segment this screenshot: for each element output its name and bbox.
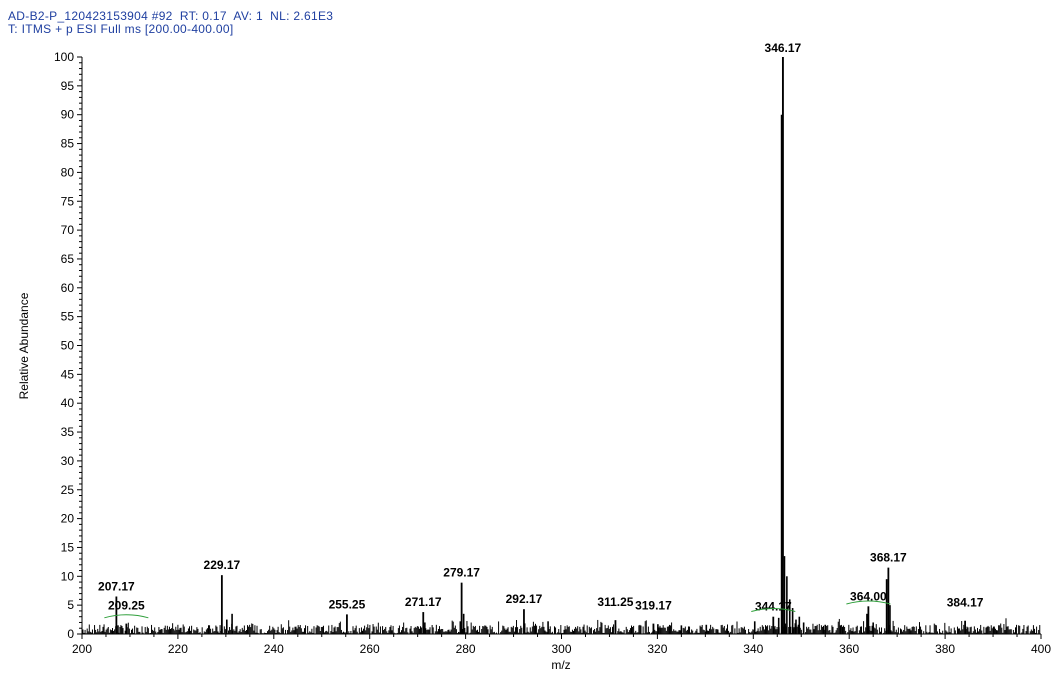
label-callout-arc (846, 600, 891, 605)
peak-bars (115, 57, 995, 634)
peak-label: 279.17 (443, 566, 480, 580)
peak-label: 311.25 (597, 595, 633, 609)
y-axis-label: Relative Abundance (17, 292, 31, 399)
y-tick-label: 5 (67, 598, 74, 612)
tick-labels: 0 5 10 15 20 25 30 35 40 45 50 55 60 65 70 75 80 85 90 95 10… (54, 50, 1051, 656)
peak-label: 292.17 (506, 592, 543, 606)
y-tick-label: 60 (61, 281, 75, 295)
y-tick-label: 80 (61, 165, 75, 179)
y-tick-label: 100 (54, 50, 74, 64)
x-tick-label: 320 (647, 642, 667, 656)
peak-label: 229.17 (204, 558, 241, 572)
noise-baseline (82, 618, 1041, 634)
label-callout-arc (104, 614, 149, 619)
x-tick-label: 200 (72, 642, 92, 656)
y-tick-label: 50 (61, 339, 75, 353)
y-tick-label: 10 (61, 569, 75, 583)
peak-label: 364.00 (850, 589, 887, 603)
x-tick-label: 220 (168, 642, 188, 656)
x-tick-label: 300 (551, 642, 571, 656)
peak-label: 384.17 (947, 596, 984, 610)
y-tick-label: 30 (61, 454, 75, 468)
x-axis-label: m/z (551, 658, 570, 672)
x-tick-label: 240 (264, 642, 284, 656)
label-callout-arc (751, 607, 796, 612)
x-tick-label: 280 (456, 642, 476, 656)
y-tick-label: 35 (61, 425, 75, 439)
y-tick-label: 20 (61, 512, 75, 526)
x-tick-label: 400 (1031, 642, 1051, 656)
y-tick-label: 65 (61, 252, 75, 266)
y-tick-label: 15 (61, 540, 75, 554)
peak-label: 255.25 (329, 597, 366, 611)
y-tick-label: 75 (61, 194, 75, 208)
peak-label: 319.17 (635, 599, 672, 613)
scan-header-line2: T: ITMS + p ESI Full ms [200.00-400.00] (8, 22, 234, 36)
peak-label: 209.25 (108, 599, 145, 613)
x-tick-label: 260 (360, 642, 380, 656)
peak-label: 344.17 (755, 600, 792, 614)
y-tick-label: 85 (61, 137, 75, 151)
x-tick-label: 340 (743, 642, 763, 656)
peak-label: 368.17 (870, 551, 907, 565)
scan-header-line1: AD-B2-P_120423153904 #92 RT: 0.17 AV: 1 … (8, 9, 334, 23)
y-tick-label: 55 (61, 310, 75, 324)
y-tick-label: 95 (61, 79, 75, 93)
x-tick-label: 360 (839, 642, 859, 656)
y-tick-label: 40 (61, 396, 75, 410)
peak-label: 207.17 (98, 579, 135, 593)
peak-labels: 207.17 209.25 229.17 255.25 271.17 279.17 292.… (98, 41, 984, 619)
peak-label: 271.17 (405, 595, 442, 609)
y-tick-label: 70 (61, 223, 75, 237)
x-tick-label: 380 (935, 642, 955, 656)
peak-label: 346.17 (765, 41, 802, 55)
y-tick-label: 45 (61, 367, 75, 381)
y-tick-label: 25 (61, 483, 75, 497)
y-tick-label: 0 (67, 627, 74, 641)
y-tick-label: 90 (61, 108, 75, 122)
